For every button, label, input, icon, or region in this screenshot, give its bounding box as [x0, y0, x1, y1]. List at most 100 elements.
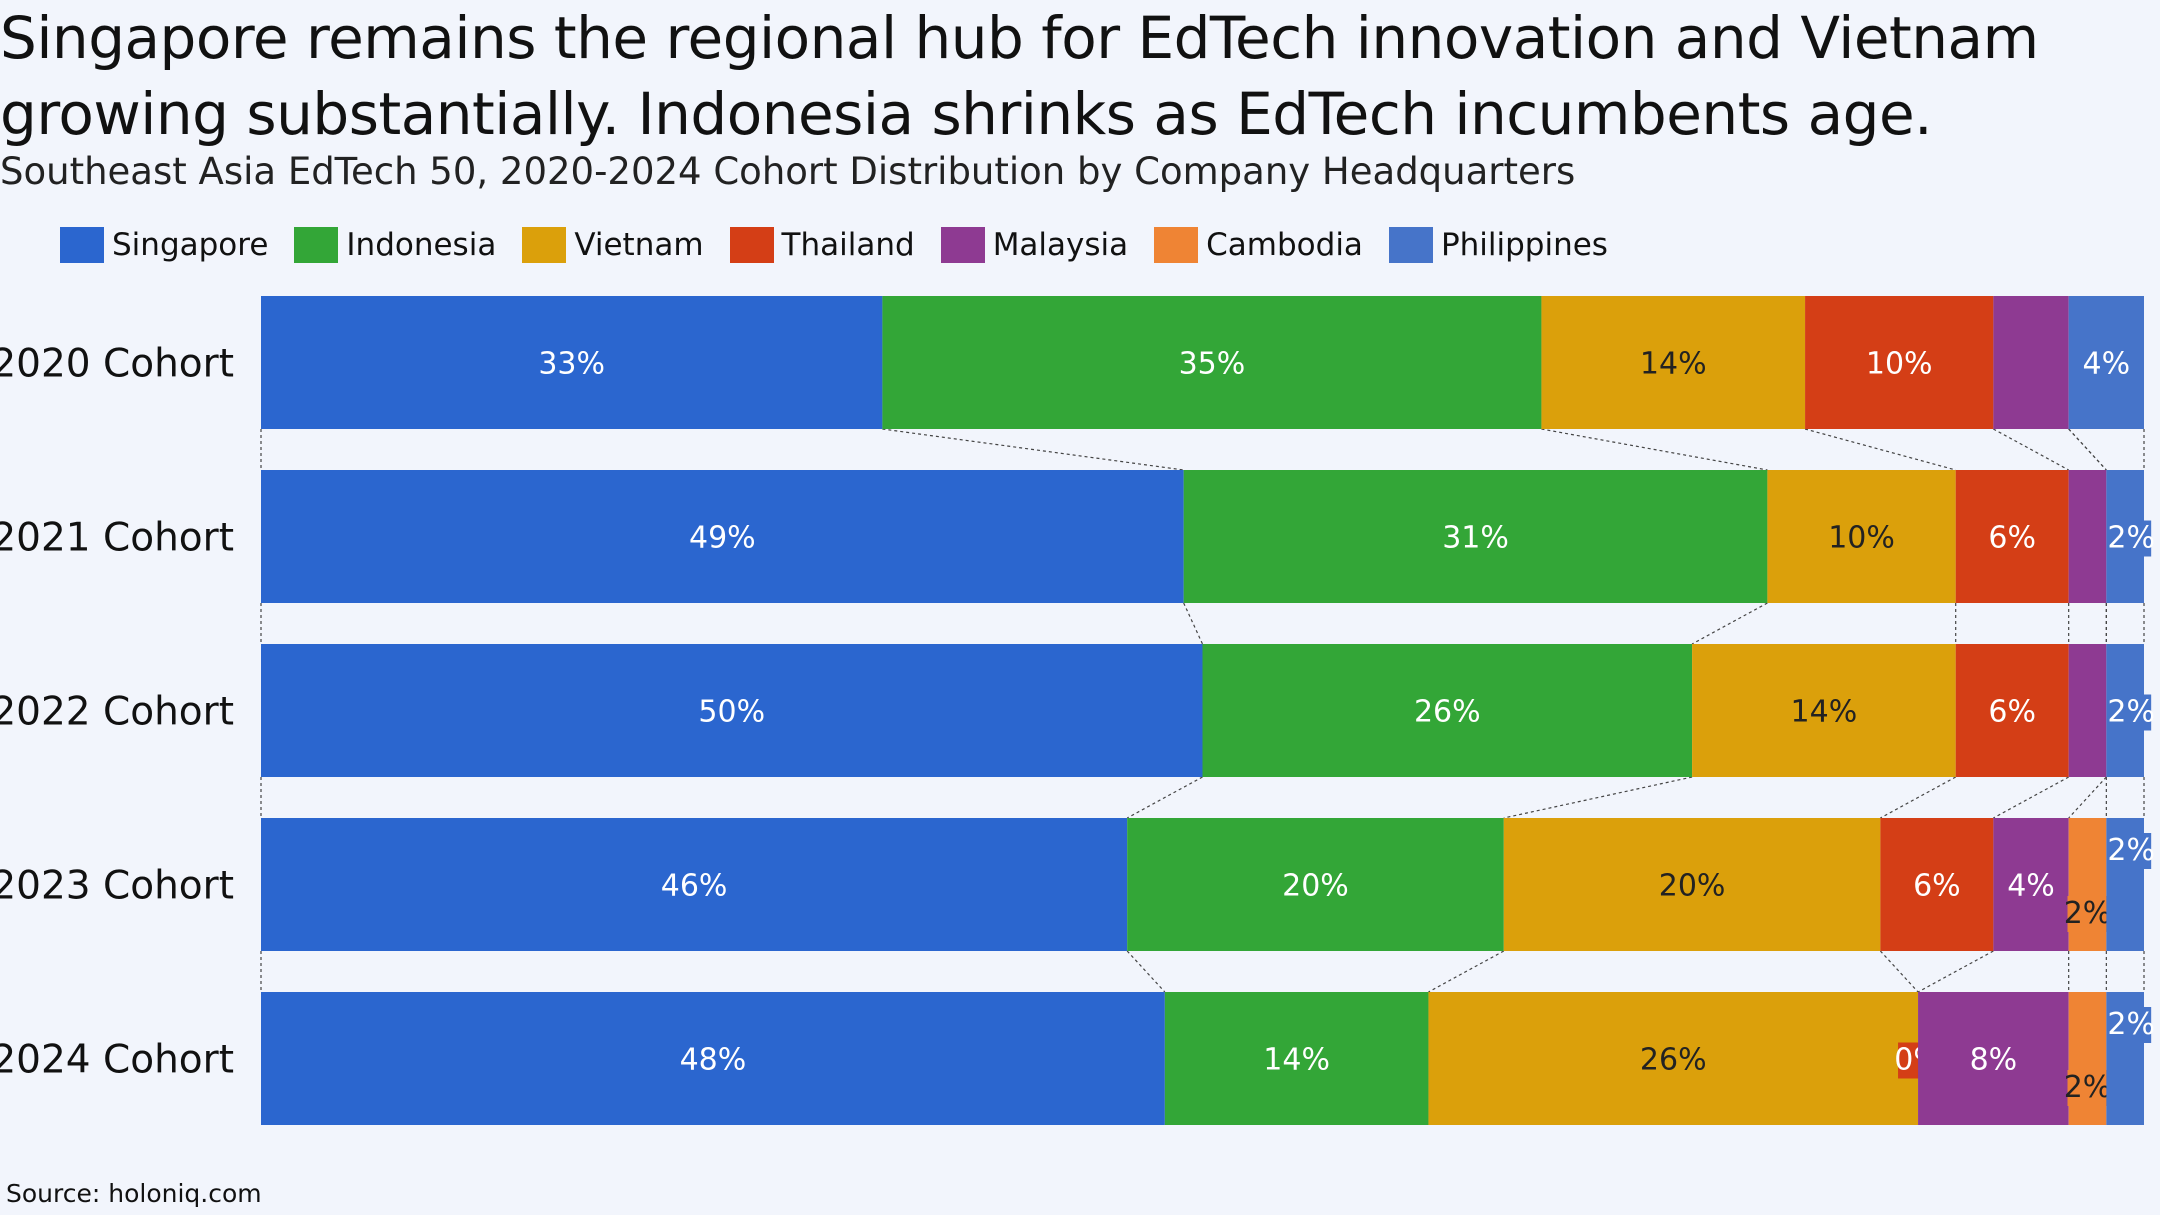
connector-line	[1993, 776, 2069, 819]
stacked-bar-chart: 2020 Cohort 33% 35% 14% 10% 4% 2021 Cohort 49% 3…	[0, 296, 2155, 1125]
bar-segment-vietnam	[1541, 296, 1806, 429]
bar-segment-thailand	[1955, 470, 2069, 603]
legend-item-vietnam: Vietnam	[522, 227, 704, 263]
connector-line	[1993, 428, 2069, 471]
chart-legend: Singapore Indonesia Vietnam Thailand Malaysi…	[60, 223, 1634, 267]
connector-line	[2068, 428, 2107, 471]
chart-title: Singapore remains the regional hub for E…	[0, 4, 2039, 148]
bar-segment-singapore	[261, 296, 883, 429]
connector-line	[882, 428, 1184, 471]
data-label: 26%	[1414, 695, 1481, 730]
legend-swatch	[1154, 227, 1199, 263]
source-note: Source: holoniq.com	[6, 1179, 262, 1208]
bar-segment-singapore	[261, 818, 1128, 951]
connector-line	[1691, 602, 1768, 645]
data-label: 48%	[680, 1043, 747, 1078]
legend-label: Philippines	[1440, 227, 1608, 263]
data-label: 6%	[1913, 869, 1961, 904]
connector-line	[1804, 428, 1956, 471]
bar-segment-indonesia	[1127, 818, 1504, 951]
data-label: 20%	[1282, 869, 1349, 904]
data-label: 14%	[1640, 347, 1707, 382]
data-label: 31%	[1442, 521, 1509, 556]
connector-line	[1503, 776, 1693, 819]
data-label-background	[2067, 896, 2108, 932]
bar-segment-vietnam	[1503, 818, 1881, 951]
bar-segment-malaysia	[1918, 992, 2069, 1125]
legend-item-cambodia: Cambodia	[1154, 227, 1363, 263]
data-label: 2%	[2107, 521, 2155, 556]
connector-line	[2068, 776, 2107, 819]
data-label: 26%	[1640, 1043, 1707, 1078]
data-label: 10%	[1828, 521, 1895, 556]
data-label: 6%	[1988, 521, 2036, 556]
data-label: 14%	[1263, 1043, 1330, 1078]
bar-segment-indonesia	[1202, 644, 1693, 777]
bar-segment-singapore	[261, 644, 1203, 777]
data-label: 2%	[2064, 1070, 2112, 1105]
legend-swatch	[60, 227, 104, 263]
category-label: 2022 Cohort	[0, 690, 234, 735]
data-label: 10%	[1866, 347, 1933, 382]
bar-segment-thailand	[1805, 296, 1994, 429]
data-label: 4%	[2083, 347, 2131, 382]
connector-line	[1428, 950, 1505, 993]
legend-swatch	[1388, 227, 1433, 263]
data-label-background	[2067, 1070, 2108, 1106]
bar-segment-malaysia	[1993, 296, 2069, 429]
connector-line	[1126, 950, 1166, 993]
legend-item-philippines: Philippines	[1388, 227, 1608, 263]
legend-swatch	[729, 227, 774, 263]
bar-segment-vietnam	[1692, 644, 1956, 777]
data-label-background	[2111, 833, 2152, 869]
bar-segment-malaysia	[2068, 644, 2107, 777]
legend-swatch	[294, 227, 339, 263]
bar-segment-indonesia	[1183, 470, 1768, 603]
bar-segment-thailand	[1880, 818, 1994, 951]
data-label: 2%	[2107, 1007, 2155, 1042]
bar-segment-malaysia	[2068, 470, 2107, 603]
legend-item-thailand: Thailand	[729, 227, 915, 263]
bar-segment-vietnam	[1767, 470, 1956, 603]
bar-segment-singapore	[261, 992, 1165, 1125]
data-label: 2%	[2107, 695, 2155, 730]
legend-item-malaysia: Malaysia	[940, 227, 1128, 263]
data-label-background	[2111, 1007, 2152, 1043]
bar-segment-philippines	[2068, 296, 2144, 429]
legend-item-indonesia: Indonesia	[294, 227, 496, 263]
connector-line	[1880, 776, 1956, 819]
bar-segment-thailand	[1955, 644, 2069, 777]
data-label: 20%	[1659, 869, 1726, 904]
data-label: 2%	[2107, 833, 2155, 868]
data-label: 35%	[1179, 347, 1246, 382]
data-label: 6%	[1988, 695, 2036, 730]
connector-line	[1879, 950, 1919, 993]
category-label: 2020 Cohort	[0, 342, 234, 387]
data-label: 50%	[698, 695, 765, 730]
legend-swatch	[522, 227, 567, 263]
bar-segment-malaysia	[1993, 818, 2069, 951]
data-label: 49%	[689, 521, 756, 556]
legend-label: Cambodia	[1206, 227, 1363, 263]
legend-label: Vietnam	[574, 227, 704, 263]
legend-label: Thailand	[781, 227, 915, 263]
data-label: 8%	[1970, 1043, 2018, 1078]
connector-line	[1541, 428, 1768, 471]
bar-segment-singapore	[261, 470, 1184, 603]
legend-item-singapore: Singapore	[60, 227, 268, 263]
data-label-background	[2111, 694, 2152, 731]
connector-line	[1183, 602, 1204, 645]
data-label: 33%	[538, 347, 605, 382]
category-label: 2024 Cohort	[0, 1038, 234, 1083]
bar-segment-vietnam	[1428, 992, 1919, 1125]
data-label: 46%	[661, 869, 728, 904]
legend-label: Singapore	[112, 227, 269, 263]
bar-segment-indonesia	[1164, 992, 1429, 1125]
data-label-background	[2111, 520, 2152, 557]
category-label: 2021 Cohort	[0, 516, 234, 561]
data-label: 4%	[2007, 869, 2055, 904]
bar-segment-indonesia	[882, 296, 1542, 429]
chart-subtitle: Southeast Asia EdTech 50, 2020-2024 Coho…	[0, 150, 1576, 193]
legend-label: Indonesia	[346, 227, 497, 263]
legend-swatch	[940, 227, 985, 263]
